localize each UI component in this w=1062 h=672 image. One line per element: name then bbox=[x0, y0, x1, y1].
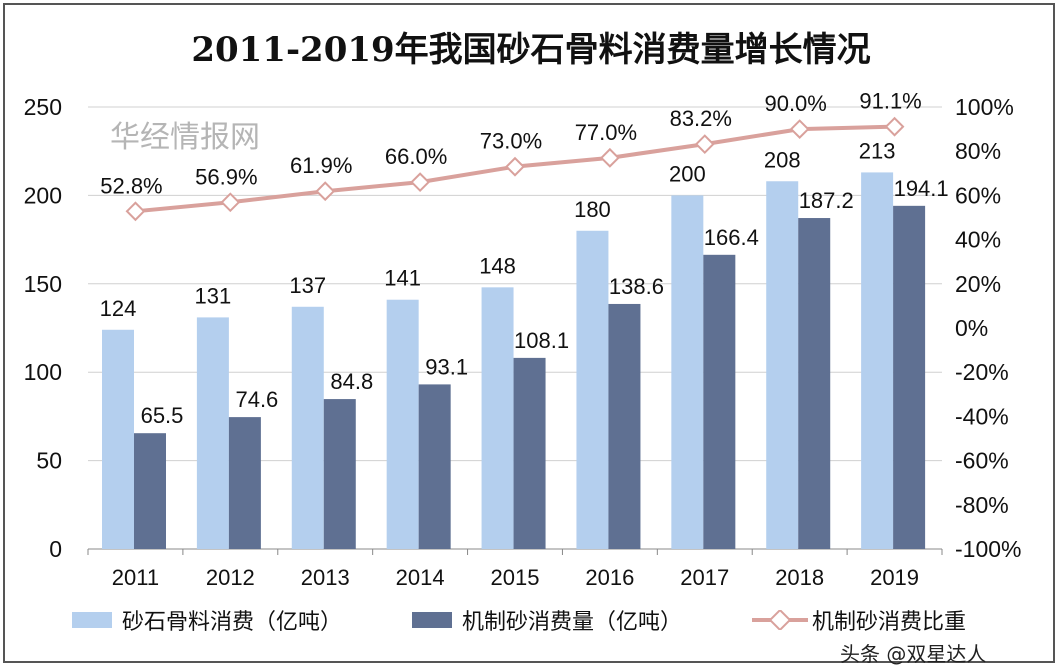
bar-machine-sand bbox=[323, 399, 356, 549]
bar-data-label: 124 bbox=[100, 296, 137, 321]
share-marker bbox=[315, 181, 336, 202]
bar-machine-sand bbox=[798, 218, 831, 549]
bar-data-label: 108.1 bbox=[514, 328, 569, 353]
x-tick-label: 2014 bbox=[396, 565, 445, 590]
bar-machine-sand bbox=[134, 433, 166, 549]
right-tick-label: -20% bbox=[955, 359, 1009, 385]
legend-swatch bbox=[72, 612, 112, 628]
right-tick-label: 60% bbox=[955, 182, 1001, 208]
share-marker bbox=[884, 116, 905, 137]
bar-data-label: 200 bbox=[669, 161, 706, 186]
share-marker bbox=[505, 156, 525, 177]
left-tick-label: 150 bbox=[24, 271, 62, 297]
chart-title: 2011-2019年我国砂石骨料消费量增长情况 bbox=[191, 30, 871, 70]
bar-data-label: 74.6 bbox=[235, 387, 278, 412]
share-data-label: 83.2% bbox=[670, 106, 732, 131]
bar-data-label: 187.2 bbox=[799, 188, 854, 213]
x-tick-label: 2016 bbox=[585, 565, 634, 590]
bar-data-label: 208 bbox=[764, 147, 801, 172]
legend-label: 砂石骨料消费（亿吨） bbox=[122, 610, 343, 635]
bar-data-label: 93.1 bbox=[425, 354, 468, 379]
bar-machine-sand bbox=[703, 254, 736, 549]
share-data-label: 73.0% bbox=[480, 129, 542, 154]
bar-machine-sand bbox=[513, 357, 546, 549]
right-tick-label: -100% bbox=[955, 536, 1021, 562]
watermark-site: 华经情报网 bbox=[110, 120, 260, 155]
legend-item-aggregate: 砂石骨料消费（亿吨） bbox=[72, 604, 342, 636]
share-data-label: 52.8% bbox=[100, 173, 162, 198]
right-tick-label: -40% bbox=[955, 403, 1009, 429]
bar-data-label: 180 bbox=[574, 197, 611, 222]
bar-aggregate bbox=[861, 172, 894, 549]
share-marker bbox=[125, 201, 146, 222]
bar-data-label: 138.6 bbox=[609, 274, 664, 299]
left-tick-label: 100 bbox=[24, 359, 62, 385]
legend-label: 机制砂消费比重 bbox=[812, 610, 967, 635]
share-data-label: 77.0% bbox=[575, 120, 637, 145]
right-tick-label: 0% bbox=[955, 315, 988, 341]
share-marker bbox=[789, 119, 810, 139]
right-tick-label: 100% bbox=[955, 94, 1014, 120]
right-tick-label: -60% bbox=[955, 448, 1009, 474]
bar-aggregate bbox=[576, 230, 609, 549]
bar-data-label: 84.8 bbox=[330, 369, 373, 394]
bar-data-label: 213 bbox=[859, 138, 896, 163]
bar-aggregate bbox=[766, 181, 799, 550]
legend-line-marker bbox=[752, 610, 808, 630]
legend-item-machine-sand: 机制砂消费量（亿吨） bbox=[412, 604, 682, 636]
watermark-author: 头条 @双星达人 bbox=[840, 642, 987, 666]
right-tick-label: -80% bbox=[955, 492, 1009, 518]
share-data-label: 91.1% bbox=[859, 89, 921, 114]
x-tick-label: 2018 bbox=[775, 565, 824, 590]
left-tick-label: 50 bbox=[36, 448, 62, 474]
share-data-label: 66.0% bbox=[385, 144, 447, 169]
share-marker bbox=[410, 172, 431, 193]
share-data-label: 61.9% bbox=[290, 153, 352, 178]
share-data-label: 90.0% bbox=[764, 91, 826, 116]
share-marker bbox=[599, 147, 620, 168]
left-tick-label: 250 bbox=[24, 94, 62, 120]
bar-machine-sand bbox=[418, 384, 451, 549]
left-tick-label: 0 bbox=[49, 536, 62, 562]
right-tick-label: 20% bbox=[955, 271, 1001, 297]
share-marker bbox=[220, 192, 241, 213]
legend-swatch bbox=[412, 612, 452, 628]
x-tick-label: 2012 bbox=[206, 565, 255, 590]
bar-aggregate bbox=[102, 329, 134, 549]
x-tick-label: 2013 bbox=[301, 565, 350, 590]
bar-aggregate bbox=[481, 287, 514, 549]
legend-item-share: 机制砂消费比重 bbox=[752, 604, 966, 636]
share-marker bbox=[694, 134, 715, 155]
chart-frame bbox=[3, 3, 1055, 663]
bar-aggregate bbox=[386, 299, 419, 549]
bar-data-label: 194.1 bbox=[894, 176, 949, 201]
bar-data-label: 148 bbox=[479, 253, 516, 278]
bar-aggregate bbox=[291, 306, 324, 549]
right-tick-label: 40% bbox=[955, 227, 1001, 253]
share-data-label: 56.9% bbox=[195, 164, 257, 189]
right-tick-label: 80% bbox=[955, 138, 1001, 164]
bar-data-label: 131 bbox=[195, 283, 232, 308]
bar-data-label: 141 bbox=[384, 266, 421, 291]
bar-machine-sand bbox=[893, 205, 926, 549]
x-tick-label: 2011 bbox=[112, 565, 159, 590]
bar-machine-sand bbox=[228, 417, 261, 549]
bar-data-label: 166.4 bbox=[704, 225, 759, 250]
x-tick-label: 2019 bbox=[870, 565, 919, 590]
legend-label: 机制砂消费量（亿吨） bbox=[462, 610, 683, 635]
bar-data-label: 65.5 bbox=[141, 403, 184, 428]
bar-machine-sand bbox=[608, 303, 641, 549]
bar-aggregate bbox=[196, 317, 229, 549]
x-tick-label: 2015 bbox=[491, 565, 540, 590]
bar-data-label: 137 bbox=[289, 273, 326, 298]
left-tick-label: 200 bbox=[24, 182, 62, 208]
bar-aggregate bbox=[671, 195, 704, 549]
x-tick-label: 2017 bbox=[680, 565, 729, 590]
